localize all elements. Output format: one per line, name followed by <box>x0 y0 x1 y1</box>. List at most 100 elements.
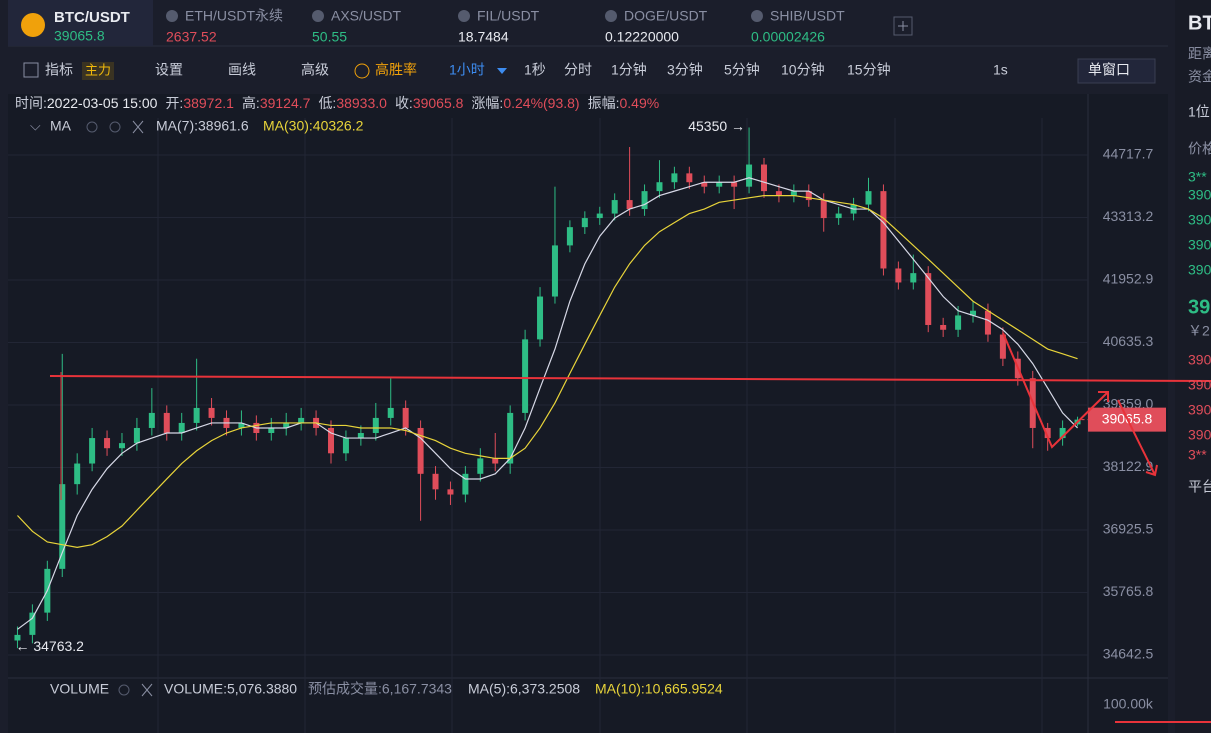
candle-body <box>805 191 812 201</box>
coin-icon <box>166 10 178 22</box>
candle-body <box>522 339 529 413</box>
candle-body <box>89 438 96 464</box>
side-text: 1位 <box>1188 104 1210 120</box>
tab-name[interactable]: DOGE/USDT <box>624 8 708 24</box>
tab-name[interactable]: SHIB/USDT <box>770 8 845 24</box>
side-text: 390 <box>1188 402 1211 418</box>
tab-name[interactable]: BTC/USDT <box>54 9 130 26</box>
side-bg <box>1175 0 1211 733</box>
candle-body <box>283 422 290 428</box>
toolbar-item[interactable]: 1s <box>993 62 1008 78</box>
interval[interactable]: 1分钟 <box>611 62 647 78</box>
tab-name[interactable]: AXS/USDT <box>331 8 401 24</box>
candle-body <box>775 191 782 196</box>
candle-body <box>29 612 36 635</box>
volume-name: VOLUME <box>50 681 109 697</box>
y-tick-label: 36925.5 <box>1103 521 1154 537</box>
info-value: 39065.8 <box>413 95 464 111</box>
tab-name[interactable]: FIL/USDT <box>477 8 540 24</box>
coin-icon <box>605 10 617 22</box>
candle-body <box>387 407 394 418</box>
toolbar-item[interactable]: 指标 <box>45 62 73 78</box>
candle-body <box>1059 427 1066 439</box>
close-icon[interactable] <box>132 120 144 134</box>
candle-body <box>74 463 81 485</box>
drawings <box>49 332 1211 723</box>
candle-body <box>551 245 558 297</box>
candle-body <box>148 412 155 428</box>
toolbar-item[interactable]: 画线 <box>228 62 256 78</box>
grid <box>157 118 1043 733</box>
volume-axis-label: 100.00k <box>1103 696 1154 712</box>
coin-icon <box>21 13 45 37</box>
candle-body <box>641 191 648 210</box>
side-text: 390 <box>1188 377 1211 393</box>
y-tick-label: 43313.2 <box>1103 208 1154 224</box>
candle-body <box>357 433 364 439</box>
side-text: 390 <box>1188 427 1211 443</box>
candle-body <box>133 427 140 444</box>
interval[interactable]: 15分钟 <box>847 62 891 78</box>
side-text: 平台 <box>1188 479 1211 495</box>
info-value: 38933.0 <box>336 95 387 111</box>
tab-price: 18.7484 <box>458 29 509 45</box>
candle-body <box>492 458 499 464</box>
candle-body <box>14 634 21 641</box>
candle-body <box>835 213 842 219</box>
chart-bg <box>8 94 1168 733</box>
ma-name: MA <box>50 118 72 134</box>
coin-icon <box>458 10 470 22</box>
volume: VOLUME:5,076.3880 <box>164 681 297 697</box>
side-text: 距离 <box>1188 46 1211 62</box>
candle-body <box>611 200 618 214</box>
candle-body <box>820 200 827 219</box>
info-label: 收: <box>395 95 413 111</box>
y-tick-label: 41952.9 <box>1103 271 1154 287</box>
toolbar-item[interactable]: 高级 <box>301 62 329 78</box>
candle-body <box>880 191 887 269</box>
dropdown-icon <box>497 68 507 74</box>
interval[interactable]: 3分钟 <box>667 62 703 78</box>
icon <box>86 121 98 133</box>
candle-body <box>268 427 275 434</box>
candle-body <box>686 173 693 183</box>
high-label: 45350 → <box>688 118 745 134</box>
candle-body <box>447 489 454 495</box>
add-tab[interactable] <box>893 16 913 36</box>
candle-body <box>118 443 125 449</box>
interval[interactable]: 5分钟 <box>724 62 760 78</box>
interval[interactable]: 分时 <box>564 62 592 78</box>
candle-body <box>596 213 603 219</box>
candle-body <box>104 438 111 449</box>
interval[interactable]: 1秒 <box>524 62 546 78</box>
candle-body <box>566 227 573 246</box>
coin-icon <box>312 10 324 22</box>
side-text: 3** <box>1188 447 1207 463</box>
toolbar-item[interactable]: 高胜率 <box>375 62 417 78</box>
interval[interactable]: 10分钟 <box>781 62 825 78</box>
candle-body <box>328 427 335 454</box>
candle-body <box>402 407 409 428</box>
ma-line <box>17 177 1078 630</box>
side-text: 390 <box>1188 262 1211 278</box>
tab-name[interactable]: ETH/USDT永续 <box>185 8 283 24</box>
window-select[interactable] <box>1077 58 1156 84</box>
info-value: 2022-03-05 15:00 <box>47 95 158 111</box>
icon <box>118 684 130 696</box>
candle-body <box>656 182 663 192</box>
info-value: 38972.1 <box>183 95 234 111</box>
candle-body <box>716 182 723 187</box>
plot: 44717.743313.241952.940635.339359.038122… <box>8 118 1166 662</box>
candle-body <box>671 173 678 183</box>
candle-body <box>984 310 991 335</box>
toolbar-item[interactable]: 设置 <box>155 62 183 78</box>
ma30: MA(30):40326.2 <box>263 118 364 134</box>
y-tick-label: 44717.7 <box>1103 146 1154 162</box>
close-icon[interactable] <box>141 683 153 697</box>
side-text: 3** <box>1188 169 1207 185</box>
interval-selected[interactable]: 1小时 <box>449 62 485 78</box>
side-text: 39 <box>1188 296 1210 318</box>
candle-body <box>462 473 469 495</box>
